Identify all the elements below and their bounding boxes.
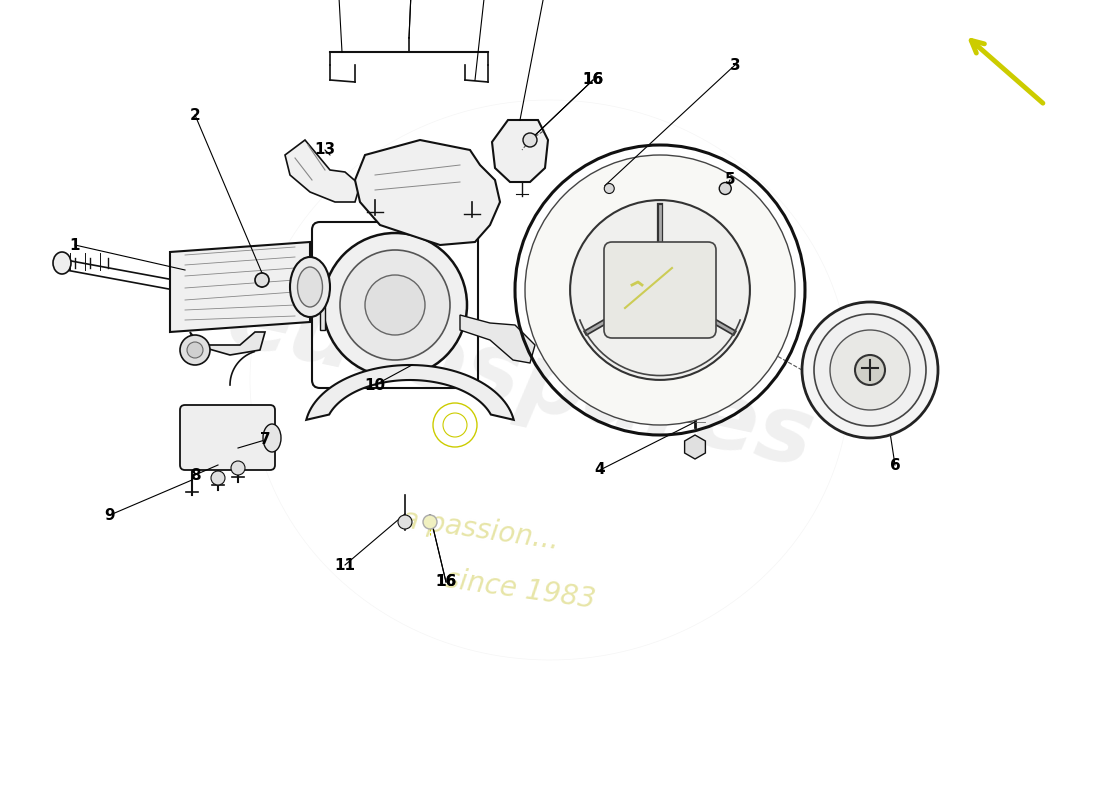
Text: 4: 4 xyxy=(595,462,605,478)
Circle shape xyxy=(525,155,795,425)
Circle shape xyxy=(340,250,450,360)
Ellipse shape xyxy=(290,257,330,317)
Circle shape xyxy=(323,233,468,377)
Circle shape xyxy=(187,342,204,358)
Polygon shape xyxy=(190,332,265,355)
Ellipse shape xyxy=(53,252,72,274)
Polygon shape xyxy=(460,315,535,363)
Text: 5: 5 xyxy=(725,173,735,187)
Polygon shape xyxy=(306,365,514,420)
Circle shape xyxy=(719,182,732,194)
Text: eurospares: eurospares xyxy=(218,273,822,487)
Circle shape xyxy=(830,330,910,410)
FancyBboxPatch shape xyxy=(320,280,324,330)
Polygon shape xyxy=(355,140,500,245)
Text: 1: 1 xyxy=(69,238,80,253)
Text: 16: 16 xyxy=(436,574,456,590)
Text: 11: 11 xyxy=(334,558,355,573)
Ellipse shape xyxy=(297,267,322,307)
Circle shape xyxy=(814,314,926,426)
Text: 2: 2 xyxy=(189,107,200,122)
Circle shape xyxy=(365,275,425,335)
Circle shape xyxy=(570,200,750,380)
Circle shape xyxy=(424,515,437,529)
Text: 7: 7 xyxy=(260,433,271,447)
Text: 3: 3 xyxy=(729,58,740,73)
Circle shape xyxy=(624,254,696,326)
Text: 8: 8 xyxy=(189,467,200,482)
Circle shape xyxy=(398,515,412,529)
Text: since 1983: since 1983 xyxy=(443,566,597,614)
Text: 10: 10 xyxy=(364,378,386,393)
Circle shape xyxy=(180,335,210,365)
Circle shape xyxy=(522,133,537,147)
Text: 6: 6 xyxy=(890,458,901,473)
Polygon shape xyxy=(492,120,548,182)
Polygon shape xyxy=(170,242,310,332)
Circle shape xyxy=(211,471,226,485)
Circle shape xyxy=(855,355,886,385)
Ellipse shape xyxy=(263,424,280,452)
Polygon shape xyxy=(285,140,360,202)
Text: 16: 16 xyxy=(582,73,604,87)
Text: 9: 9 xyxy=(104,507,116,522)
Text: a passion...: a passion... xyxy=(399,505,560,555)
Circle shape xyxy=(255,273,270,287)
Circle shape xyxy=(231,461,245,475)
Circle shape xyxy=(604,183,614,194)
Text: 13: 13 xyxy=(315,142,336,158)
FancyBboxPatch shape xyxy=(180,405,275,470)
Circle shape xyxy=(802,302,938,438)
FancyBboxPatch shape xyxy=(604,242,716,338)
Text: 16: 16 xyxy=(436,574,456,590)
Text: 16: 16 xyxy=(582,73,604,87)
